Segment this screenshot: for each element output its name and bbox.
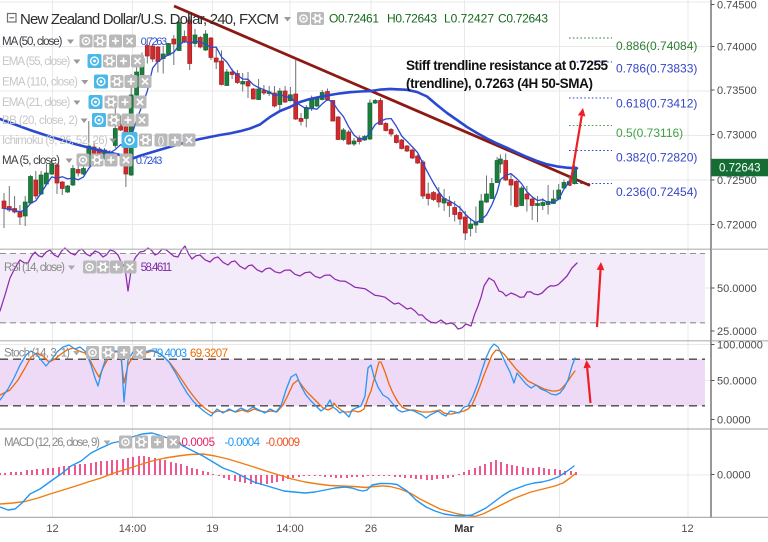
svg-text:(trendline), 0.7263 (4H 50-SMA: (trendline), 0.7263 (4H 50-SMA) (406, 76, 593, 91)
svg-text:(): () (158, 136, 165, 147)
svg-text:0.72500: 0.72500 (717, 175, 757, 187)
svg-text:12: 12 (46, 523, 58, 535)
svg-text:Ichimoku (9, 26, 52, 26): Ichimoku (9, 26, 52, 26) (2, 135, 108, 147)
svg-text:Stoch (14, 3, 1): Stoch (14, 3, 1) (4, 348, 70, 360)
svg-text:0.7243: 0.7243 (136, 155, 163, 167)
svg-text:-0.0005: -0.0005 (178, 437, 215, 449)
svg-text:0.72643: 0.72643 (719, 163, 761, 175)
svg-text:50.0000: 50.0000 (717, 283, 757, 295)
svg-text:Mar: Mar (454, 523, 474, 535)
svg-text:0.5(0.73116): 0.5(0.73116) (616, 126, 683, 140)
svg-text:0.618(0.73412): 0.618(0.73412) (616, 97, 697, 111)
svg-text:0.382(0.72820): 0.382(0.72820) (616, 151, 697, 165)
svg-text:RSI (14, close): RSI (14, close) (4, 262, 65, 274)
svg-text:EMA (55, close): EMA (55, close) (2, 56, 70, 68)
svg-text:79.4003: 79.4003 (152, 348, 188, 360)
svg-text:100.0000: 100.0000 (717, 339, 763, 351)
svg-text:Stiff trendline resistance at: Stiff trendline resistance at 0.7255 (406, 58, 608, 73)
svg-text:EMA (21, close): EMA (21, close) (2, 97, 70, 109)
svg-text:0.73000: 0.73000 (717, 129, 757, 141)
svg-text:0.0000: 0.0000 (717, 469, 751, 481)
svg-text:EMA (110, close): EMA (110, close) (2, 77, 78, 89)
svg-text:0.886(0.74084): 0.886(0.74084) (616, 39, 697, 53)
svg-text:58.4611: 58.4611 (141, 262, 173, 274)
svg-text:-0.0009: -0.0009 (266, 437, 301, 449)
svg-text:50.0000: 50.0000 (717, 375, 757, 387)
svg-text:0.236(0.72454): 0.236(0.72454) (616, 185, 697, 199)
svg-text:H0.72643: H0.72643 (387, 12, 437, 26)
svg-text:69.3207: 69.3207 (190, 348, 228, 360)
svg-text:0.0000: 0.0000 (717, 414, 751, 426)
svg-text:12: 12 (681, 523, 693, 535)
svg-text:MACD (12, 26, close, 9): MACD (12, 26, close, 9) (4, 437, 100, 449)
svg-text:MA (5, close): MA (5, close) (2, 155, 60, 167)
svg-text:0.74500: 0.74500 (717, 0, 757, 11)
svg-text:26: 26 (365, 523, 377, 535)
svg-text:0.72000: 0.72000 (717, 219, 757, 231)
svg-text:MA (50, close): MA (50, close) (2, 36, 63, 48)
svg-text:BB (20, close, 2): BB (20, close, 2) (2, 115, 78, 127)
svg-text:25.0000: 25.0000 (717, 326, 757, 338)
svg-text:0.7263: 0.7263 (141, 36, 168, 48)
svg-text:0.74000: 0.74000 (717, 41, 757, 53)
svg-text:New Zealand Dollar/U.S. Dollar: New Zealand Dollar/U.S. Dollar, 240, FXC… (20, 11, 279, 28)
svg-text:-0.0004: -0.0004 (225, 437, 261, 449)
svg-text:6: 6 (556, 523, 562, 535)
svg-text:L0.72427: L0.72427 (444, 12, 494, 26)
svg-text:C0.72643: C0.72643 (498, 12, 548, 26)
svg-text:0.786(0.73833): 0.786(0.73833) (616, 62, 697, 76)
svg-text:O0.72461: O0.72461 (329, 12, 379, 26)
svg-text:14:00: 14:00 (276, 523, 304, 535)
svg-text:0.73500: 0.73500 (717, 85, 757, 97)
svg-text:19: 19 (206, 523, 218, 535)
svg-text:14:00: 14:00 (119, 523, 147, 535)
